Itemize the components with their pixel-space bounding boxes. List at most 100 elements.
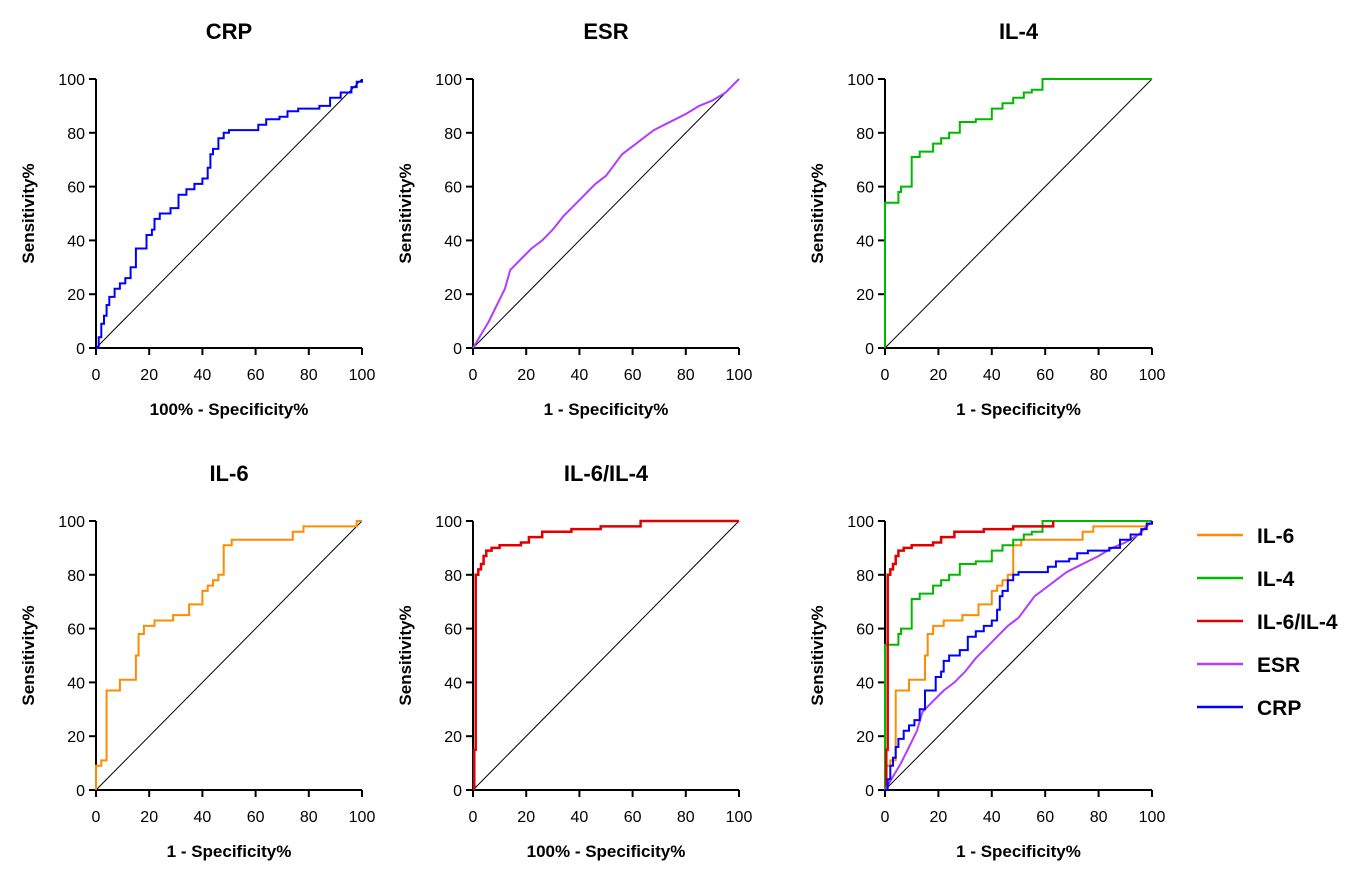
y-tick-label: 100: [58, 72, 85, 89]
reference-diagonal: [884, 78, 1153, 349]
y-axis-label: Sensitivity%: [19, 605, 38, 705]
roc-curve-il-6: [95, 520, 362, 790]
y-tick-label: 60: [856, 622, 874, 639]
y-axis-label: Sensitivity%: [19, 163, 38, 263]
y-tick-label: 100: [847, 514, 874, 531]
legend-label-esr: ESR: [1257, 654, 1300, 677]
roc-panel-crp: CRP 0 20 40 60 80 100 0 20 40 60 80 100 100% - Specif…: [19, 19, 375, 419]
x-tick-label: 20: [930, 367, 948, 384]
x-tick-label: 80: [300, 367, 318, 384]
x-tick-label: 20: [517, 367, 535, 384]
reference-diagonal: [472, 520, 740, 791]
y-tick-label: 100: [435, 72, 462, 89]
roc-panel-esr: ESR 0 20 40 60 80 100 0 20 40 60 80 100 1 - Specifici…: [396, 19, 752, 419]
y-tick-label: 0: [76, 783, 85, 800]
y-tick-label: 40: [856, 675, 874, 692]
y-tick-label: 80: [856, 126, 874, 143]
x-tick-label: 80: [677, 367, 695, 384]
legend-label-il-6: IL-6: [1257, 525, 1294, 548]
y-tick-label: 20: [444, 729, 462, 746]
x-tick-label: 0: [469, 367, 478, 384]
chart-title: ESR: [583, 19, 628, 44]
y-tick-label: 20: [856, 287, 874, 304]
y-tick-label: 80: [856, 568, 874, 585]
x-tick-label: 20: [140, 367, 158, 384]
roc-curve-esr: [884, 520, 1153, 791]
roc-curve-il-6-il-4: [885, 521, 1055, 790]
x-tick-label: 80: [300, 809, 318, 826]
x-tick-label: 40: [571, 367, 589, 384]
x-tick-label: 40: [983, 367, 1001, 384]
y-tick-label: 40: [444, 675, 462, 692]
y-tick-label: 80: [444, 568, 462, 585]
legend-label-il-6-il-4: IL-6/IL-4: [1257, 611, 1338, 634]
y-tick-label: 40: [856, 233, 874, 250]
y-axis-label: Sensitivity%: [808, 163, 827, 263]
x-axis-label: 100% - Specificity%: [527, 842, 686, 861]
reference-diagonal: [95, 78, 363, 349]
roc-curve-il-6: [884, 520, 1152, 790]
x-tick-label: 100: [349, 367, 376, 384]
chart-title: IL-4: [999, 19, 1039, 44]
legend-label-crp: CRP: [1257, 697, 1301, 720]
reference-diagonal: [95, 520, 363, 791]
x-tick-label: 100: [1139, 367, 1166, 384]
y-tick-label: 0: [865, 341, 874, 358]
y-tick-label: 0: [76, 341, 85, 358]
x-tick-label: 0: [92, 809, 101, 826]
y-tick-label: 100: [847, 72, 874, 89]
x-axis-label: 1 - Specificity%: [167, 842, 292, 861]
y-tick-label: 20: [67, 729, 85, 746]
x-tick-label: 60: [624, 809, 642, 826]
x-tick-label: 20: [517, 809, 535, 826]
y-axis-label: Sensitivity%: [396, 605, 415, 705]
y-tick-label: 80: [67, 126, 85, 143]
x-tick-label: 100: [726, 367, 753, 384]
roc-curve-esr: [472, 78, 740, 349]
x-tick-label: 80: [1090, 367, 1108, 384]
roc-curve-crp: [96, 79, 363, 349]
y-axis-label: Sensitivity%: [396, 163, 415, 263]
x-tick-label: 0: [881, 367, 890, 384]
y-tick-label: 20: [444, 287, 462, 304]
x-tick-label: 40: [194, 809, 212, 826]
x-tick-label: 60: [1036, 367, 1054, 384]
y-tick-label: 80: [444, 126, 462, 143]
roc-curve-crp: [885, 521, 1153, 791]
y-tick-label: 80: [67, 568, 85, 585]
x-axis-label: 1 - Specificity%: [956, 400, 1081, 419]
roc-panel-il-4: IL-4 0 20 40 60 80 100 0 20 40 60 80 100 1 - Specific…: [808, 19, 1165, 419]
x-tick-label: 40: [983, 809, 1001, 826]
y-tick-label: 0: [453, 783, 462, 800]
y-tick-label: 40: [67, 675, 85, 692]
x-tick-label: 100: [349, 809, 376, 826]
x-tick-label: 40: [194, 367, 212, 384]
x-tick-label: 60: [1036, 809, 1054, 826]
roc-curve-il-4: [884, 78, 1152, 348]
x-tick-label: 0: [469, 809, 478, 826]
roc-panel-combined: 0 20 40 60 80 100 0 20 40 60 80 100 1 - Specificity%…: [808, 514, 1165, 861]
roc-curve-il-6-il-4: [473, 519, 739, 790]
y-tick-label: 40: [444, 233, 462, 250]
x-tick-label: 0: [92, 367, 101, 384]
y-tick-label: 0: [453, 341, 462, 358]
x-axis-label: 100% - Specificity%: [150, 400, 309, 419]
roc-panel-il-6: IL-6 0 20 40 60 80 100 0 20 40 60 80 100 1 - Specific…: [19, 461, 375, 861]
y-tick-label: 20: [67, 287, 85, 304]
y-axis-label: Sensitivity%: [808, 605, 827, 705]
x-tick-label: 100: [1139, 809, 1166, 826]
y-tick-label: 60: [444, 180, 462, 197]
y-tick-label: 100: [58, 514, 85, 531]
x-tick-label: 20: [140, 809, 158, 826]
legend-label-il-4: IL-4: [1257, 568, 1295, 591]
x-tick-label: 60: [247, 809, 265, 826]
x-tick-label: 0: [881, 809, 890, 826]
chart-title: CRP: [206, 19, 252, 44]
y-tick-label: 0: [865, 783, 874, 800]
chart-title: IL-6: [209, 461, 248, 486]
x-tick-label: 100: [726, 809, 753, 826]
y-tick-label: 60: [67, 180, 85, 197]
x-tick-label: 20: [930, 809, 948, 826]
reference-diagonal: [884, 520, 1153, 791]
